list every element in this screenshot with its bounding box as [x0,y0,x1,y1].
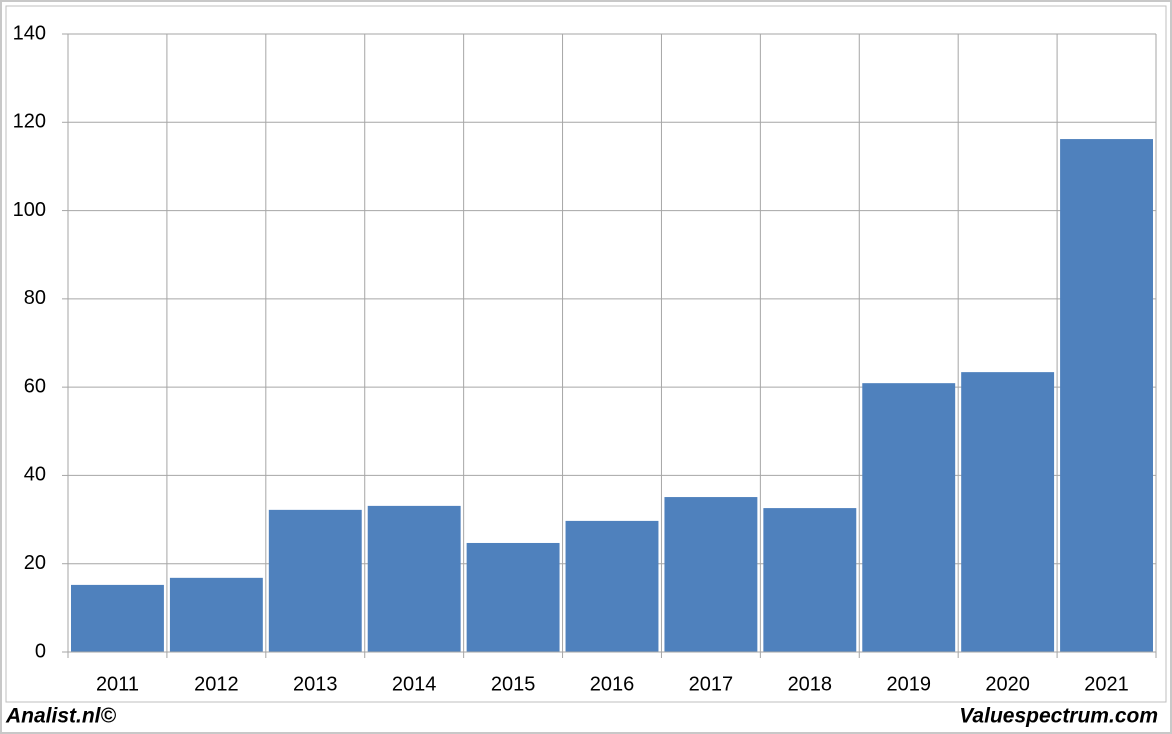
x-tick-label: 2019 [886,673,931,695]
y-tick-label: 60 [24,375,46,397]
x-tick-label: 2015 [491,673,536,695]
bar [169,577,263,652]
x-tick-label: 2018 [788,673,833,695]
x-tick-label: 2014 [392,673,437,695]
bar [664,497,758,652]
y-tick-label: 100 [13,199,46,221]
x-tick-label: 2016 [590,673,635,695]
y-tick-label: 40 [24,464,46,486]
bar [367,505,461,652]
bar [565,520,659,652]
x-tick-label: 2020 [985,673,1030,695]
source-right: Valuespectrum.com [959,705,1158,728]
source-left: Analist.nl© [5,705,117,728]
y-tick-label: 140 [13,22,46,44]
x-tick-label: 2021 [1084,673,1129,695]
bar [268,509,362,652]
y-tick-label: 120 [13,111,46,133]
bar [466,542,560,652]
x-tick-label: 2012 [194,673,239,695]
bar [862,383,956,652]
y-tick-label: 0 [35,640,46,662]
y-tick-label: 20 [24,552,46,574]
bar [961,372,1055,652]
x-tick-label: 2017 [689,673,734,695]
y-tick-label: 80 [24,287,46,309]
bar [763,508,857,652]
x-tick-label: 2013 [293,673,338,695]
bar [1060,139,1153,652]
x-tick-label: 2011 [96,673,139,695]
bar [71,584,164,652]
